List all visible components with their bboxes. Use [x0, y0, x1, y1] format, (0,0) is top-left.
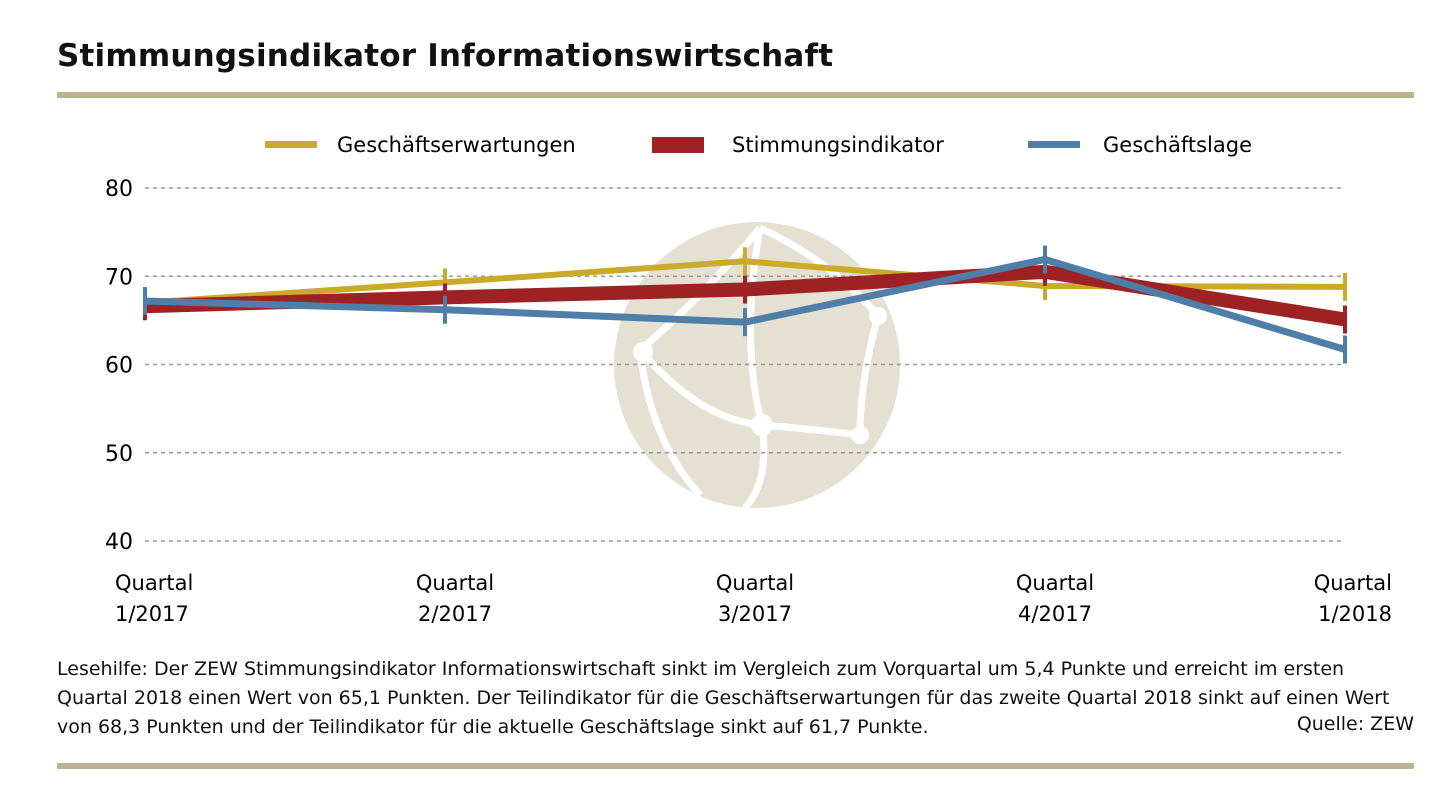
- x-tick-label: 4/2017: [1018, 602, 1092, 626]
- y-tick-label: 70: [105, 265, 133, 290]
- line-chart: 40 50 60 70 80 Quartal 1/2017 Quartal 2/2017 Quar…: [105, 133, 1392, 626]
- legend-swatch: [1028, 141, 1080, 148]
- x-tick-label: Quartal: [416, 571, 494, 595]
- x-tick-label: 1/2017: [115, 602, 189, 626]
- legend-label: Geschäftserwartungen: [337, 133, 576, 157]
- x-tick-label: Quartal: [115, 571, 193, 595]
- legend-label: Geschäftslage: [1103, 133, 1252, 157]
- bottom-divider: [57, 763, 1414, 769]
- y-tick-label: 80: [105, 177, 133, 202]
- chart-title: Stimmungsindikator Informationswirtschaf…: [57, 38, 834, 74]
- top-divider: [57, 92, 1414, 98]
- x-tick-label: 2/2017: [418, 602, 492, 626]
- legend-swatch: [265, 141, 317, 148]
- x-tick-label: 3/2017: [718, 602, 792, 626]
- y-tick-label: 50: [105, 442, 133, 467]
- y-tick-label: 40: [105, 530, 133, 555]
- x-tick-label: 1/2018: [1318, 602, 1392, 626]
- x-tick-label: Quartal: [716, 571, 794, 595]
- y-tick-label: 60: [105, 354, 133, 379]
- x-tick-label: Quartal: [1016, 571, 1094, 595]
- reading-aid-text: Lesehilfe: Der ZEW Stimmungsindikator In…: [57, 658, 1390, 738]
- legend-swatch: [652, 137, 704, 153]
- source-label: Quelle: ZEW: [1296, 713, 1414, 735]
- legend-label: Stimmungsindikator: [732, 133, 944, 157]
- x-tick-label: Quartal: [1314, 571, 1392, 595]
